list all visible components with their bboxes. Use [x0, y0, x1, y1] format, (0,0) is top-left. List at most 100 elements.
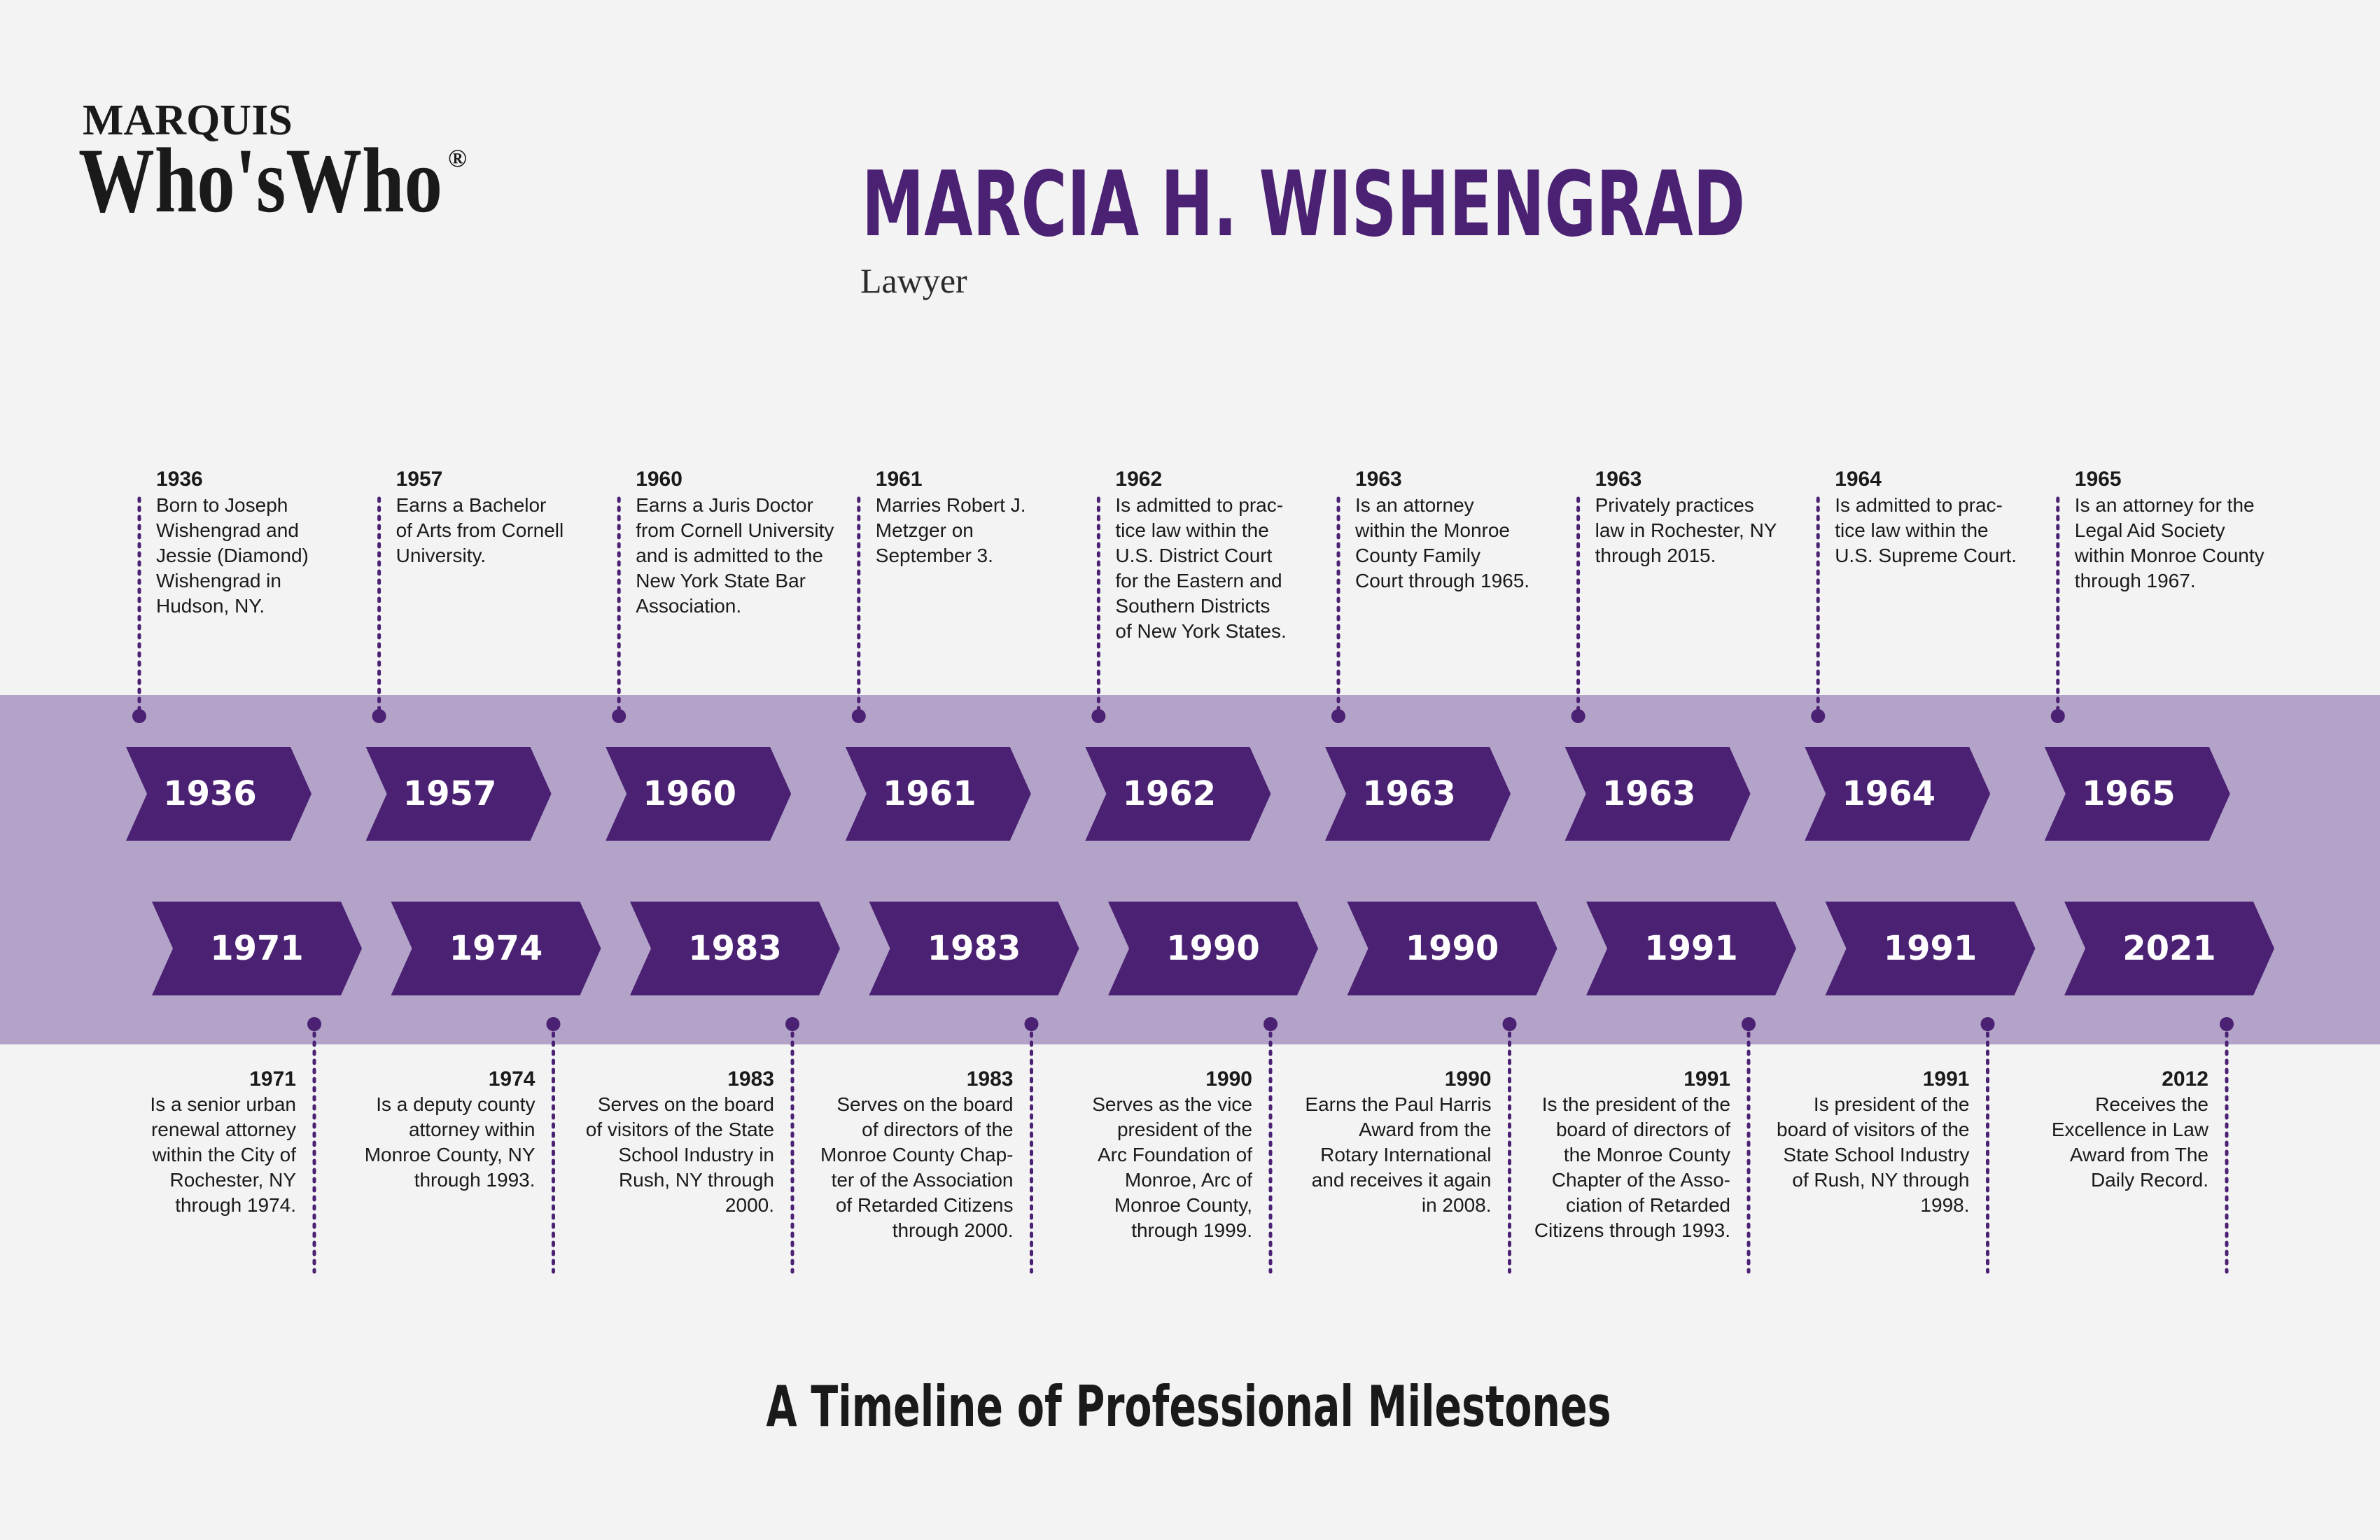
event-text: 2000.: [725, 1194, 774, 1216]
chevron-year: 1990: [1406, 929, 1499, 968]
year-chevron: [126, 747, 312, 841]
event-text: from Cornell University: [636, 519, 834, 541]
event-text: through 1974.: [175, 1194, 296, 1216]
event-text: Born to Joseph: [156, 494, 288, 516]
chevron-year: 1974: [449, 929, 543, 968]
footer-title: A Timeline of Professional Milestones: [766, 1374, 1611, 1439]
event-year: 1990: [1205, 1068, 1252, 1091]
event-year: 1974: [489, 1068, 536, 1091]
event-text: Serves on the board: [836, 1093, 1013, 1115]
event-text: Arc Foundation of: [1098, 1144, 1252, 1166]
year-chevron: [2064, 902, 2274, 995]
event-text: Hudson, NY.: [156, 595, 265, 617]
chevron-year: 1963: [1602, 774, 1696, 813]
year-chevron: [1825, 902, 2036, 995]
event-text: through 1993.: [414, 1169, 536, 1191]
connector-dot: [546, 1017, 561, 1031]
event-text: School Industry in: [618, 1144, 774, 1166]
event-year: 1962: [1115, 468, 1162, 491]
event-text: Rochester, NY: [169, 1169, 296, 1191]
year-chevron: [1108, 902, 1318, 995]
connector-dot: [1331, 709, 1345, 723]
year-chevron: [845, 747, 1031, 841]
chevron-year: 1991: [1644, 929, 1738, 968]
event-text: of Arts from Cornell: [396, 519, 564, 541]
event-text: Serves as the vice: [1092, 1093, 1252, 1115]
year-chevron: [1564, 747, 1751, 841]
chevron-year: 1983: [927, 929, 1021, 968]
connector-dot: [851, 709, 866, 723]
event-text: of directors of the: [862, 1119, 1013, 1140]
event-text: of visitors of the State: [586, 1119, 774, 1140]
connector-dot: [2050, 709, 2065, 723]
event-text: ciation of Retarded: [1566, 1194, 1730, 1216]
year-chevron: [1586, 902, 1796, 995]
event-text: Marries Robert J.: [876, 494, 1026, 516]
connector-dot: [372, 709, 386, 723]
event-text: of Rush, NY through: [1792, 1169, 1969, 1191]
event-text: Is an attorney: [1355, 494, 1474, 516]
event-text: Rotary International: [1320, 1144, 1491, 1166]
event-text: Daily Record.: [2091, 1169, 2208, 1191]
event-text: Southern Districts: [1115, 595, 1270, 617]
event-text: ter of the Association: [832, 1169, 1014, 1191]
event-text: U.S. Supreme Court.: [1835, 545, 2017, 566]
year-chevron: [1325, 747, 1511, 841]
event-text: Is president of the: [1814, 1093, 1970, 1115]
event-text: within the Monroe: [1354, 519, 1510, 541]
connector-dot: [1811, 709, 1826, 723]
connector-dot: [307, 1017, 321, 1031]
event-text: president of the: [1117, 1119, 1252, 1140]
event-year: 1963: [1355, 468, 1402, 491]
event-text: for the Eastern and: [1115, 570, 1282, 592]
year-chevron: [365, 747, 552, 841]
connector-dot: [1571, 709, 1586, 723]
chevron-year: 1964: [1842, 774, 1935, 813]
year-chevron: [606, 747, 792, 841]
event-text: Is a senior urban: [150, 1093, 296, 1115]
connector-dot: [1091, 709, 1106, 723]
event-text: State School Industry: [1783, 1144, 1969, 1166]
event-text: through 2015.: [1595, 545, 1716, 566]
connector-dot: [785, 1017, 799, 1031]
year-chevron: [152, 902, 362, 995]
chevron-year: 1983: [688, 929, 782, 968]
event-text: Wishengrad and: [156, 519, 299, 541]
event-text: through 1999.: [1131, 1219, 1252, 1241]
event-text: within Monroe County: [2074, 545, 2264, 566]
event-text: of Retarded Citizens: [836, 1194, 1014, 1216]
event-text: Monroe County,: [1114, 1194, 1252, 1216]
year-chevron: [1805, 747, 1991, 841]
event-text: 1998.: [1920, 1194, 1969, 1216]
event-text: Earns a Juris Doctor: [636, 494, 813, 516]
chevron-year: 1960: [643, 774, 736, 813]
chevron-year: 1971: [210, 929, 304, 968]
event-text: Metzger on: [876, 519, 974, 541]
event-text: board of directors of: [1556, 1119, 1730, 1140]
year-chevron: [1085, 747, 1271, 841]
person-title: Lawyer: [860, 261, 967, 300]
logo-brand: MARQUIS: [83, 97, 293, 144]
connector-dot: [1980, 1017, 1995, 1031]
event-text: tice law within the: [1115, 519, 1268, 541]
chevron-year: 1962: [1123, 774, 1217, 813]
chevron-year: 1963: [1362, 774, 1456, 813]
chevron-year: 1991: [1884, 929, 1977, 968]
year-chevron: [630, 902, 840, 995]
year-chevron: [2044, 747, 2230, 841]
connector-dot: [1264, 1017, 1278, 1031]
event-text: Court through 1965.: [1355, 570, 1530, 592]
event-text: U.S. District Court: [1115, 545, 1272, 566]
event-text: September 3.: [876, 545, 993, 566]
logo-name: Who'sWho: [78, 129, 442, 232]
event-text: within the City of: [152, 1144, 297, 1166]
event-text: Legal Aid Society: [2075, 519, 2225, 541]
chevron-year: 1965: [2082, 774, 2176, 813]
event-text: Chapter of the Asso-: [1552, 1169, 1730, 1191]
event-text: Is the president of the: [1542, 1093, 1730, 1115]
event-text: Monroe County, NY: [365, 1144, 536, 1166]
event-text: New York State Bar: [636, 570, 806, 592]
event-year: 1983: [727, 1068, 774, 1091]
connector-dot: [132, 709, 146, 723]
